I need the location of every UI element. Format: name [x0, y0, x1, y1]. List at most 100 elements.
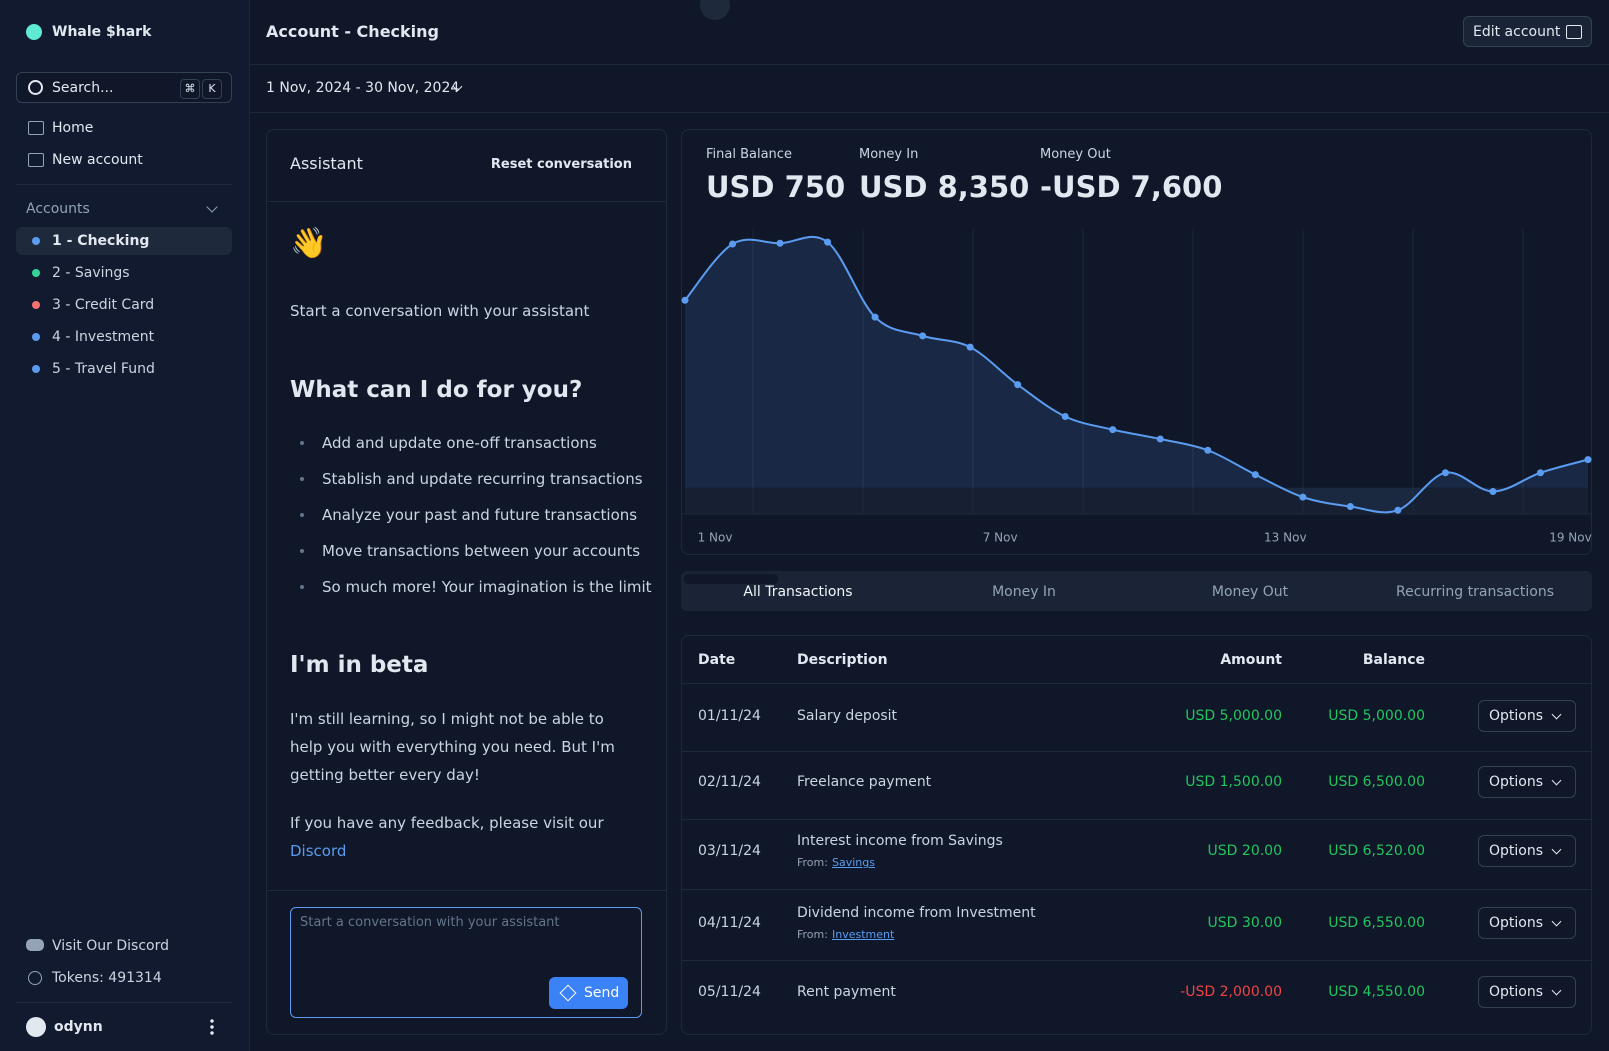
account-link[interactable]: 1 - Checking: [52, 233, 150, 249]
balance-cell: USD 4,550.00: [1328, 984, 1425, 1000]
capabilities-title: What can I do for you?: [290, 377, 583, 403]
point: [681, 296, 689, 304]
avatar: [26, 1017, 46, 1037]
point: [824, 238, 832, 246]
date-cell: 04/11/24: [698, 915, 761, 931]
from-link[interactable]: Investment: [832, 928, 895, 941]
amount-cell: USD 20.00: [1207, 843, 1282, 859]
x-tick-label: 7 Nov: [983, 531, 1018, 545]
account-dot: [32, 269, 40, 277]
point: [1061, 413, 1069, 420]
logo: [26, 24, 42, 40]
balance-cell: USD 6,500.00: [1328, 774, 1425, 790]
balance-cell: USD 6,520.00: [1328, 843, 1425, 859]
amount-cell: USD 1,500.00: [1185, 774, 1282, 790]
bullet: [300, 585, 304, 589]
x-tick-label: 19 Nov: [1549, 531, 1592, 545]
balance-cell: USD 6,550.00: [1328, 915, 1425, 931]
options-button[interactable]: [1478, 700, 1576, 732]
column-header: Description: [797, 652, 888, 668]
nav-link[interactable]: New account: [52, 152, 143, 168]
send-label: Send: [584, 985, 620, 1001]
bullet: [300, 513, 304, 517]
feedback-text: If you have any feedback, please visit o…: [290, 814, 604, 832]
chat-input[interactable]: [290, 907, 642, 1018]
top-icon: [700, 0, 730, 20]
x-tick-label: 1 Nov: [698, 531, 733, 545]
search-icon: [28, 80, 43, 95]
from-link[interactable]: Savings: [832, 856, 875, 869]
info-icon: [28, 971, 42, 985]
options-label: Options: [1489, 708, 1544, 724]
area-fill: [685, 236, 1588, 513]
point: [1536, 469, 1544, 477]
stat-value: -USD 7,600: [1040, 170, 1223, 204]
table-panel: [681, 635, 1592, 1035]
column-header: Balance: [1362, 652, 1425, 668]
options-label: Options: [1489, 915, 1544, 931]
point: [1156, 435, 1164, 443]
account-link[interactable]: 2 - Savings: [52, 265, 130, 281]
stat-value: USD 750: [706, 170, 846, 204]
row-border: [681, 683, 1592, 684]
header-border: [249, 112, 1609, 113]
point: [1346, 503, 1354, 510]
reset-button[interactable]: Reset conversation: [490, 157, 632, 172]
row-border: [681, 751, 1592, 752]
options-button[interactable]: [1478, 766, 1576, 798]
description-cell: Rent payment: [797, 984, 896, 1000]
point: [1299, 493, 1307, 501]
edit-label: Edit account: [1473, 24, 1561, 40]
bullet: [300, 477, 304, 481]
account-link[interactable]: 4 - Investment: [52, 329, 155, 345]
tab[interactable]: Recurring transactions: [1395, 584, 1555, 600]
options-label: Options: [1489, 774, 1544, 790]
account-dot: [32, 237, 40, 245]
divider: [16, 184, 232, 185]
options-label: Options: [1489, 843, 1544, 859]
discord-icon: [26, 939, 44, 951]
nav-link[interactable]: Home: [52, 120, 94, 136]
description-cell: Dividend income from Investment: [797, 905, 1036, 921]
tab[interactable]: Money In: [992, 584, 1056, 600]
tab[interactable]: Money Out: [1211, 584, 1289, 600]
account-link[interactable]: 3 - Credit Card: [52, 297, 155, 313]
send-button[interactable]: [549, 977, 628, 1009]
wave-emoji: 👋: [290, 226, 328, 261]
options-button[interactable]: [1478, 835, 1576, 867]
tab-bar: [681, 571, 1592, 611]
capability: So much more! Your imagination is the li…: [322, 578, 652, 596]
point: [871, 313, 879, 321]
tokens: Tokens: 491314: [52, 970, 162, 986]
search-placeholder: Search...: [52, 80, 114, 96]
tab[interactable]: All Transactions: [743, 584, 853, 600]
sidebar: [0, 0, 250, 1051]
from-prefix: From:: [797, 928, 828, 941]
account-dot: [32, 301, 40, 309]
account-dot: [32, 365, 40, 373]
point: [1394, 506, 1402, 514]
point: [1441, 469, 1449, 477]
amount-cell: -USD 2,000.00: [1180, 984, 1282, 1000]
user-name: odynn: [54, 1019, 103, 1035]
capability: Move transactions between your accounts: [322, 542, 641, 560]
description-cell: Salary deposit: [797, 708, 898, 724]
row-border: [681, 959, 1592, 961]
options-button[interactable]: [1478, 907, 1576, 939]
mail-icon: [28, 153, 44, 167]
edit-button[interactable]: [1463, 16, 1592, 47]
discord-link[interactable]: Discord: [290, 842, 347, 860]
header-border: [249, 64, 1609, 65]
account-link[interactable]: 5 - Travel Fund: [52, 361, 155, 377]
discord-link[interactable]: Visit Our Discord: [52, 938, 170, 954]
brand: Whale $hark: [52, 24, 152, 40]
date-range[interactable]: 1 Nov, 2024 - 30 Nov, 2024: [266, 80, 460, 96]
from-prefix: From:: [797, 856, 828, 869]
user-menu[interactable]: [210, 1018, 214, 1036]
divider: [266, 890, 667, 891]
amount-cell: USD 5,000.00: [1185, 708, 1282, 724]
stat-label: Money Out: [1040, 147, 1111, 162]
options-button[interactable]: [1478, 976, 1576, 1008]
point: [1109, 426, 1117, 434]
point: [776, 239, 784, 247]
